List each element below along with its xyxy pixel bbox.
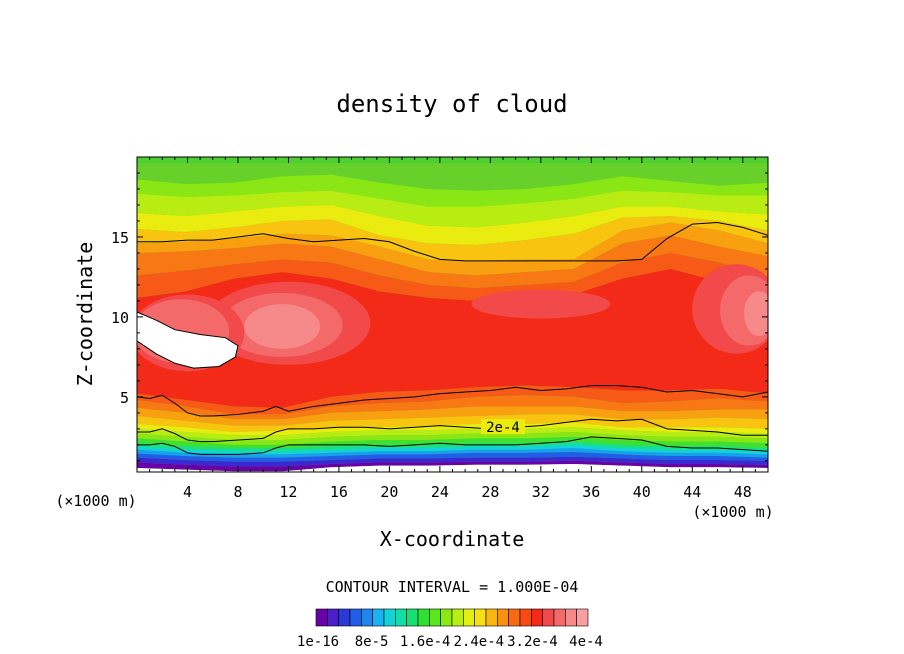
colorbar-swatch (361, 608, 373, 627)
contour-label-bg (480, 419, 525, 435)
colorbar-swatch (497, 608, 509, 627)
colorbar-swatch (349, 608, 362, 627)
contour-band-7 (137, 252, 768, 301)
contour-line-2 (137, 418, 768, 443)
x-unit-right: (×1000 m) (692, 503, 773, 521)
contour-band-5 (137, 222, 768, 276)
density-blob-8 (471, 289, 611, 319)
contour-band-6 (137, 235, 768, 289)
colorbar-swatch (429, 608, 441, 627)
above-max-region (137, 311, 239, 369)
y-axis-label: Z-coordinate (73, 242, 97, 387)
colorbar-swatch (565, 608, 577, 627)
contour-line-1 (137, 385, 768, 417)
contour-band-3 (137, 204, 768, 245)
contour-band-18 (137, 444, 768, 455)
contour-band-2 (137, 190, 768, 228)
ground-region (137, 464, 768, 472)
colorbar-swatch (338, 608, 351, 627)
contour-band-15 (137, 432, 768, 445)
y-tick-label: 10 (111, 309, 129, 327)
colorbar-swatch (531, 608, 543, 627)
x-tick-label: 8 (233, 483, 242, 501)
colorbar-swatch (553, 608, 566, 627)
density-blob-2 (244, 304, 320, 349)
contour-band-19 (137, 448, 768, 458)
contour-band-0 (137, 163, 768, 191)
chart-title: density of cloud (336, 90, 567, 118)
colorbar-swatch (463, 608, 475, 627)
x-tick-label: 4 (183, 483, 192, 501)
contour-band-13 (137, 422, 768, 436)
density-blob-7 (744, 291, 768, 337)
colorbar-label: 8e-5 (355, 634, 389, 650)
colorbar-swatch (542, 608, 555, 627)
colorbar-labels: 1e-16 8e-5 1.6e-4 2.4e-4 3.2e-4 4e-4 (297, 634, 603, 650)
x-axis-label: X-coordinate (380, 527, 525, 551)
y-tick-label: 15 (111, 229, 129, 247)
x-tick-label: 36 (582, 483, 600, 501)
contour-interval-text: CONTOUR INTERVAL = 1.000E-04 (326, 578, 579, 596)
x-tick-label: 16 (330, 483, 348, 501)
x-tick-label: 28 (481, 483, 499, 501)
colorbar-swatch (451, 608, 464, 627)
colorbar-label: 3.2e-4 (507, 634, 558, 650)
contour-band-10 (137, 395, 768, 420)
contour-band-1 (137, 174, 768, 207)
colorbar-label: 1e-16 (297, 634, 339, 650)
contour-label: 2e-4 (486, 420, 520, 436)
x-axis: 4 8 12 16 20 24 28 32 36 40 44 48 (149, 157, 756, 501)
contour-band-21 (137, 456, 768, 467)
x-unit-left: (×1000 m) (55, 492, 136, 510)
contour-line-3 (137, 436, 768, 455)
colorbar-swatch (485, 608, 498, 627)
colorbar-swatch (406, 608, 419, 627)
x-tick-label: 24 (431, 483, 449, 501)
colorbar-swatch (315, 608, 328, 627)
contour-line-0 (137, 222, 768, 262)
x-tick-label: 20 (380, 483, 398, 501)
colorbar-swatch (417, 608, 430, 627)
colorbar-label: 4e-4 (569, 634, 603, 650)
x-tick-label: 48 (734, 483, 752, 501)
x-tick-label: 44 (683, 483, 701, 501)
contour-band-14 (137, 427, 768, 441)
x-tick-label: 32 (532, 483, 550, 501)
contour-band-4 (137, 216, 768, 261)
y-axis: 5 10 15 (111, 172, 768, 462)
colorbar-label: 1.6e-4 (400, 634, 451, 650)
colorbar-swatch (519, 608, 532, 627)
contour-band-20 (137, 452, 768, 462)
colorbar-swatch (327, 608, 339, 627)
contour-band-12 (137, 414, 768, 433)
colorbar-swatch (372, 608, 385, 627)
plot-area: 2e-4 (137, 157, 768, 472)
colorbar-swatch (395, 608, 407, 627)
contour-band-11 (137, 406, 768, 426)
contour-band-17 (137, 441, 768, 452)
x-tick-label: 40 (633, 483, 651, 501)
colorbar-label: 2.4e-4 (454, 634, 505, 650)
contour-band-22 (137, 460, 768, 472)
colorbar-swatch (474, 608, 487, 627)
colorbar-swatch (508, 608, 521, 627)
contour-band-9 (137, 385, 768, 415)
y-tick-label: 5 (120, 389, 129, 407)
colorbar-swatch (383, 608, 396, 627)
x-tick-label: 12 (279, 483, 297, 501)
colorbar-swatch (576, 608, 589, 627)
colorbar-swatch (440, 608, 453, 627)
colorbar (315, 608, 589, 627)
